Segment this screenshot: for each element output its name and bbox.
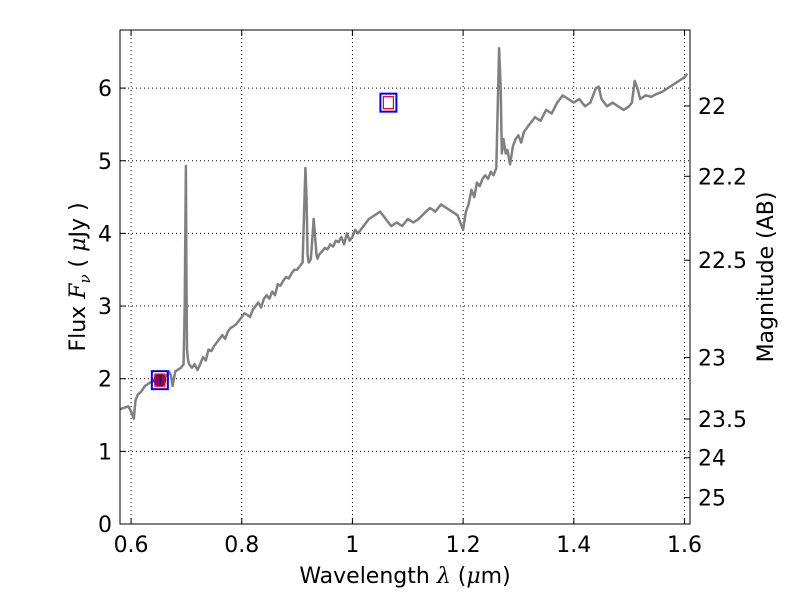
x-tick-label: 0.8	[224, 533, 259, 558]
model-square	[154, 373, 166, 387]
y2-tick-label: 22	[698, 95, 726, 120]
x-tick-label: 0.6	[114, 533, 149, 558]
x-tick-label: 1.6	[667, 533, 702, 558]
x-tick-label: 1	[345, 533, 359, 558]
y-axis-f: F	[66, 283, 91, 300]
series-layer	[119, 46, 689, 420]
y2-tick-label: 25	[698, 487, 726, 512]
y-axis-nu: ν	[76, 274, 94, 283]
y-axis-unit-rest: Jy )	[66, 202, 91, 239]
tick-layer: 0.6 0.8 1 1.2 1.4 1.601234562222.222.52323.52…	[98, 30, 747, 558]
y-axis-open-paren: (	[66, 252, 91, 275]
y-tick-label: 4	[98, 222, 112, 247]
y-tick-label: 1	[98, 440, 112, 465]
x-tick-label: 1.4	[556, 533, 591, 558]
y2-axis-label: Magnitude (AB)	[754, 192, 779, 363]
y-tick-label: 6	[98, 77, 112, 102]
y-axis-mu: μ	[66, 238, 91, 252]
x-axis-lambda: λ	[436, 564, 451, 589]
y-axis-label-prefix: Flux	[66, 299, 91, 352]
y-tick-label: 3	[98, 295, 112, 320]
model-square	[382, 96, 394, 110]
x-axis-mu: μ	[466, 564, 480, 589]
y-tick-label: 0	[98, 513, 112, 538]
marker-layer	[150, 92, 398, 391]
spectrum-line	[119, 46, 689, 420]
y-tick-label: 2	[98, 368, 112, 393]
model-box	[150, 370, 169, 391]
y2-tick-label: 23.5	[698, 408, 747, 433]
x-tick-label: 1.2	[446, 533, 481, 558]
x-axis-label-prefix: Wavelength	[299, 564, 437, 589]
y2-tick-label: 22.5	[698, 249, 747, 274]
x-axis-open-paren: (	[451, 564, 467, 589]
y2-tick-label: 22.2	[698, 165, 747, 190]
model-box	[379, 92, 398, 113]
plot-frame	[119, 29, 691, 525]
y2-tick-label: 24	[698, 447, 726, 472]
y-axis-label: Flux Fν ( μJy )	[66, 202, 94, 351]
y2-tick-label: 23	[698, 347, 726, 372]
x-axis-label: Wavelength λ (μm)	[299, 564, 510, 589]
x-axis-unit-rest: m)	[481, 564, 511, 589]
y-tick-label: 5	[98, 150, 112, 175]
